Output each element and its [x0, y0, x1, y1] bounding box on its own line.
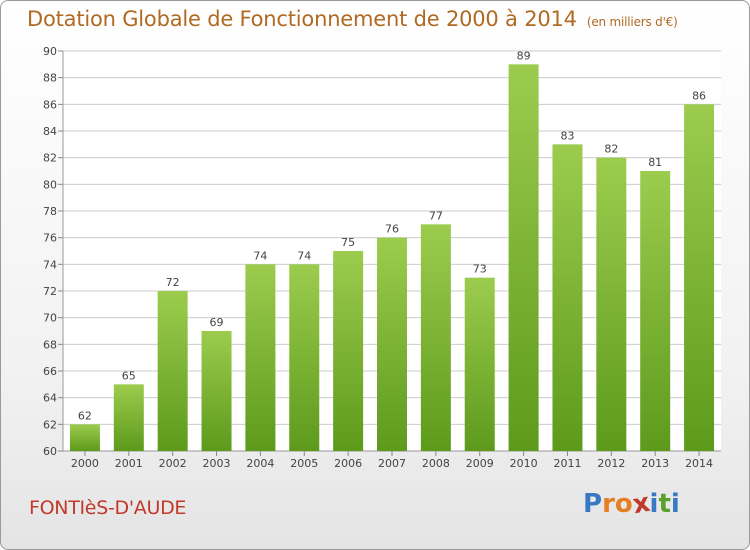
data-label: 72 [166, 276, 180, 289]
logo-letter: P [583, 489, 603, 519]
y-tick-label: 88 [43, 72, 57, 85]
y-tick-label: 70 [43, 312, 57, 325]
x-tick-label: 2014 [685, 457, 713, 470]
bar [333, 251, 364, 451]
x-tick-label: 2011 [553, 457, 581, 470]
y-tick-label: 62 [43, 418, 57, 431]
data-label: 86 [692, 89, 706, 102]
data-label: 74 [253, 249, 267, 262]
bar [113, 384, 144, 451]
bar [157, 291, 188, 451]
x-tick-label: 2007 [378, 457, 406, 470]
x-tick-label: 2010 [510, 457, 538, 470]
data-label: 74 [297, 249, 311, 262]
data-label: 81 [648, 156, 662, 169]
data-label: 62 [78, 409, 92, 422]
y-tick-label: 64 [43, 392, 57, 405]
data-label: 76 [385, 223, 399, 236]
bar [464, 277, 495, 451]
bar [684, 104, 715, 451]
x-tick-label: 2013 [641, 457, 669, 470]
proxiti-logo: Proxiti [583, 488, 680, 520]
x-tick-label: 2000 [71, 457, 99, 470]
bar [552, 144, 583, 452]
y-tick-label: 84 [43, 125, 57, 138]
bar [596, 157, 627, 451]
data-label: 73 [473, 263, 487, 276]
data-label: 65 [122, 369, 136, 382]
data-label: 89 [517, 49, 531, 62]
y-tick-label: 86 [43, 98, 57, 111]
data-label: 77 [429, 209, 443, 222]
y-tick-label: 90 [43, 45, 57, 58]
y-tick-label: 68 [43, 338, 57, 351]
y-tick-label: 66 [43, 365, 57, 378]
y-tick-label: 72 [43, 285, 57, 298]
bar [289, 264, 320, 451]
y-tick-label: 60 [43, 445, 57, 458]
logo-letter: i [670, 489, 680, 519]
x-tick-label: 2003 [203, 457, 231, 470]
x-tick-label: 2009 [466, 457, 494, 470]
logo-letter: r [602, 489, 615, 519]
bar [69, 424, 100, 451]
chart-title: Dotation Globale de Fonctionnement de 20… [27, 7, 678, 31]
x-tick-label: 2005 [290, 457, 318, 470]
x-tick-label: 2004 [246, 457, 274, 470]
logo-letter: o [614, 489, 633, 519]
logo-letter: i [649, 489, 659, 519]
bar [201, 331, 232, 451]
x-tick-label: 2002 [159, 457, 187, 470]
data-label: 69 [210, 316, 224, 329]
data-label: 83 [560, 129, 574, 142]
data-label: 82 [604, 143, 618, 156]
y-tick-label: 76 [43, 232, 57, 245]
bar [508, 64, 539, 452]
bar [245, 264, 276, 451]
data-label: 75 [341, 236, 355, 249]
x-tick-label: 2012 [597, 457, 625, 470]
y-tick-label: 80 [43, 178, 57, 191]
chart-title-text: Dotation Globale de Fonctionnement de 20… [27, 7, 577, 31]
chart-subtitle: (en milliers d'€) [586, 15, 678, 29]
bar [420, 224, 451, 451]
y-tick-label: 78 [43, 205, 57, 218]
bar [640, 171, 671, 451]
logo-letter: t [658, 489, 671, 519]
x-tick-label: 2006 [334, 457, 362, 470]
bar [377, 237, 407, 451]
y-tick-label: 74 [43, 258, 57, 271]
y-tick-label: 82 [43, 152, 57, 165]
x-tick-label: 2001 [115, 457, 143, 470]
x-tick-label: 2008 [422, 457, 450, 470]
commune-name: FONTIèS-D'AUDE [29, 497, 187, 519]
